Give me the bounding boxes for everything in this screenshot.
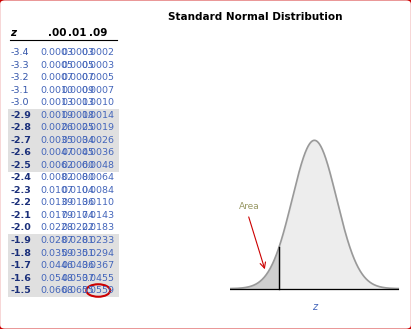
- Text: 0.0287: 0.0287: [41, 236, 74, 245]
- Text: -1.8: -1.8: [10, 248, 31, 258]
- Text: -2.8: -2.8: [10, 123, 31, 133]
- Text: 0.0036: 0.0036: [82, 148, 115, 158]
- Text: -2.1: -2.1: [10, 211, 31, 220]
- Text: 0.0003: 0.0003: [41, 48, 74, 58]
- Text: -3.2: -3.2: [10, 73, 29, 83]
- Text: 0.0559: 0.0559: [82, 286, 115, 295]
- Text: 0.0548: 0.0548: [41, 273, 74, 283]
- Text: 0.0007: 0.0007: [41, 73, 74, 83]
- Text: 0.0367: 0.0367: [82, 261, 115, 270]
- Bar: [8, 172, 119, 234]
- Text: 0.0013: 0.0013: [41, 98, 74, 108]
- Text: 0.0048: 0.0048: [82, 161, 115, 170]
- Text: 0.0080: 0.0080: [61, 173, 94, 183]
- Text: 0.0026: 0.0026: [82, 136, 115, 145]
- Text: -3.0: -3.0: [10, 98, 29, 108]
- Text: -3.3: -3.3: [10, 61, 29, 70]
- Text: -1.7: -1.7: [10, 261, 31, 270]
- Text: 0.0062: 0.0062: [41, 161, 74, 170]
- Text: 0.0064: 0.0064: [82, 173, 115, 183]
- Text: -2.5: -2.5: [10, 161, 31, 170]
- Text: -2.0: -2.0: [10, 223, 31, 233]
- Text: 0.0005: 0.0005: [41, 61, 74, 70]
- Text: 0.0025: 0.0025: [61, 123, 94, 133]
- Text: 0.0007: 0.0007: [82, 86, 115, 95]
- Text: 0.0019: 0.0019: [41, 111, 74, 120]
- Text: 0.0294: 0.0294: [82, 248, 115, 258]
- Text: z: z: [10, 28, 16, 38]
- Text: 0.0003: 0.0003: [61, 48, 94, 58]
- Bar: [8, 234, 119, 297]
- Bar: [8, 109, 119, 172]
- Text: -3.4: -3.4: [10, 48, 29, 58]
- Text: 0.0047: 0.0047: [41, 148, 74, 158]
- Text: 0.0110: 0.0110: [82, 198, 115, 208]
- Text: 0.0139: 0.0139: [41, 198, 74, 208]
- Text: 0.0143: 0.0143: [82, 211, 115, 220]
- Text: .01: .01: [68, 28, 87, 38]
- Text: 0.0084: 0.0084: [82, 186, 115, 195]
- Text: 0.0010: 0.0010: [41, 86, 74, 95]
- Text: 0.0007: 0.0007: [61, 73, 94, 83]
- Text: -2.4: -2.4: [10, 173, 31, 183]
- Text: 0.0034: 0.0034: [61, 136, 94, 145]
- Text: 0.0222: 0.0222: [61, 223, 94, 233]
- Text: 0.0668: 0.0668: [41, 286, 74, 295]
- Text: -3.1: -3.1: [10, 86, 29, 95]
- Text: 0.0351: 0.0351: [61, 248, 94, 258]
- Text: 0.0281: 0.0281: [61, 236, 94, 245]
- Text: -1.9: -1.9: [10, 236, 31, 245]
- Text: 0.0183: 0.0183: [82, 223, 115, 233]
- Text: Area: Area: [239, 202, 260, 211]
- Text: .00: .00: [48, 28, 67, 38]
- Text: 0.0136: 0.0136: [61, 198, 94, 208]
- Text: -2.3: -2.3: [10, 186, 31, 195]
- Text: 0.0228: 0.0228: [41, 223, 74, 233]
- Text: 0.0005: 0.0005: [61, 61, 94, 70]
- Text: 0.0035: 0.0035: [41, 136, 74, 145]
- Text: 0.0359: 0.0359: [41, 248, 74, 258]
- Text: 0.0179: 0.0179: [41, 211, 74, 220]
- Text: 0.0060: 0.0060: [61, 161, 94, 170]
- Text: -1.5: -1.5: [10, 286, 31, 295]
- Text: 0.0174: 0.0174: [61, 211, 94, 220]
- Text: 0.0019: 0.0019: [82, 123, 115, 133]
- Text: 0.0107: 0.0107: [41, 186, 74, 195]
- Text: 0.0002: 0.0002: [82, 48, 115, 58]
- Text: 0.0009: 0.0009: [61, 86, 94, 95]
- Text: .09: .09: [89, 28, 107, 38]
- Text: -2.2: -2.2: [10, 198, 31, 208]
- Text: 0.0436: 0.0436: [61, 261, 94, 270]
- Text: 0.0104: 0.0104: [61, 186, 94, 195]
- Text: 0.0082: 0.0082: [41, 173, 74, 183]
- Text: 0.0655: 0.0655: [61, 286, 94, 295]
- Text: 0.0026: 0.0026: [41, 123, 74, 133]
- Text: 0.0010: 0.0010: [82, 98, 115, 108]
- Text: Standard Normal Distribution: Standard Normal Distribution: [168, 12, 342, 21]
- Text: 0.0018: 0.0018: [61, 111, 94, 120]
- Text: 0.0003: 0.0003: [82, 61, 115, 70]
- Text: 0.0014: 0.0014: [82, 111, 115, 120]
- Text: z: z: [312, 302, 317, 312]
- Text: 0.0446: 0.0446: [41, 261, 74, 270]
- Text: 0.0013: 0.0013: [61, 98, 94, 108]
- Text: -2.6: -2.6: [10, 148, 31, 158]
- Text: -1.6: -1.6: [10, 273, 31, 283]
- Bar: [8, 47, 119, 109]
- Text: 0.0455: 0.0455: [82, 273, 115, 283]
- Text: 0.0537: 0.0537: [61, 273, 94, 283]
- Text: -2.7: -2.7: [10, 136, 31, 145]
- Text: -2.9: -2.9: [10, 111, 31, 120]
- Text: 0.0005: 0.0005: [82, 73, 115, 83]
- Text: 0.0045: 0.0045: [61, 148, 94, 158]
- Text: 0.0233: 0.0233: [82, 236, 115, 245]
